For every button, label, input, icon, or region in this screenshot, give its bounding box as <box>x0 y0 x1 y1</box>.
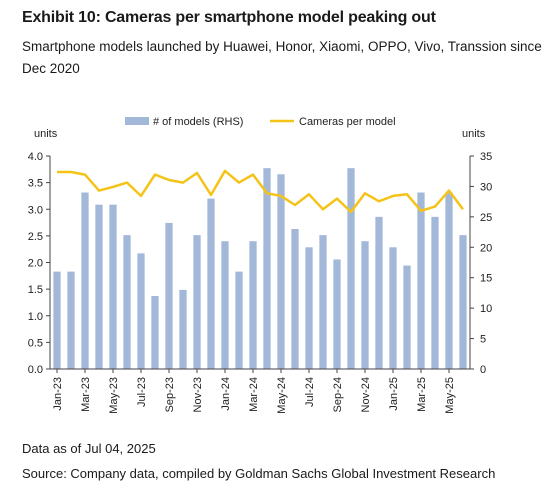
bar-Feb-23 <box>67 271 75 369</box>
y-right-tick-label: 30 <box>480 181 492 193</box>
source-note: Source: Company data, compiled by Goldma… <box>22 466 496 481</box>
bar-Mar-23 <box>81 192 89 369</box>
y-right-tick-label: 20 <box>480 242 492 254</box>
bar-Mar-25 <box>417 192 425 369</box>
x-tick-label: Sep-24 <box>332 377 344 412</box>
bar-Jun-23 <box>123 235 131 369</box>
x-tick-label: May-25 <box>444 377 456 414</box>
bar-May-23 <box>109 204 117 369</box>
bar-Jan-25 <box>389 247 397 369</box>
bar-Jun-25 <box>459 235 467 369</box>
y-left-tick-label: 2.0 <box>28 258 43 270</box>
chart-subtitle: Smartphone models launched by Huawei, Ho… <box>22 39 542 76</box>
legend-label-models: # of models (RHS) <box>153 116 243 128</box>
chart-title: Exhibit 10: Cameras per smartphone model… <box>22 9 436 26</box>
bar-Nov-23 <box>193 235 201 369</box>
y-left-axis-label: units <box>34 128 58 140</box>
legend: # of models (RHS) Cameras per model <box>125 116 396 128</box>
bar-Sep-23 <box>165 222 173 369</box>
y-left-tick-label: 0.0 <box>28 364 43 376</box>
y-left-tick-label: 4.0 <box>28 151 43 163</box>
bar-Jul-23 <box>137 253 145 369</box>
bar-Oct-23 <box>179 289 187 369</box>
bar-Jul-24 <box>305 247 313 369</box>
x-tick-label: Nov-23 <box>192 377 204 412</box>
line-cameras-per-model <box>57 169 465 214</box>
bar-Jun-24 <box>291 229 299 369</box>
bar-Jan-23 <box>53 271 61 369</box>
bar-Nov-24 <box>361 241 369 369</box>
y-right-tick-label: 25 <box>480 212 492 224</box>
data-date-note: Data as of Jul 04, 2025 <box>22 441 156 456</box>
y-right-tick-label: 15 <box>480 273 492 285</box>
bar-May-24 <box>277 174 285 369</box>
bar-Sep-24 <box>333 259 341 369</box>
bar-Apr-25 <box>431 216 439 369</box>
y-left-tick-label: 2.5 <box>28 231 43 243</box>
bar-Aug-23 <box>151 295 159 369</box>
x-tick-label: Nov-24 <box>360 377 372 412</box>
x-tick-label: May-24 <box>276 377 288 414</box>
y-left-tick-label: 1.0 <box>28 311 43 323</box>
bar-Feb-25 <box>403 265 411 369</box>
y-right-tick-label: 5 <box>480 334 486 346</box>
x-tick-label: Jan-23 <box>52 377 64 411</box>
x-tick-label: Jul-24 <box>304 377 316 407</box>
x-tick-label: Sep-23 <box>164 377 176 412</box>
x-tick-label: Jan-25 <box>388 377 400 411</box>
legend-swatch-models <box>125 117 149 125</box>
chart-area: # of models (RHS) Cameras per model unit… <box>28 116 493 414</box>
y-right-tick-label: 10 <box>480 303 492 315</box>
bar-Mar-24 <box>249 241 257 369</box>
x-tick-label: Mar-23 <box>80 377 92 412</box>
bar-Feb-24 <box>235 271 243 369</box>
x-tick-label: Jan-24 <box>220 377 232 411</box>
y-right-axis-label: units <box>462 128 486 140</box>
bar-Dec-23 <box>207 198 215 369</box>
bar-Dec-24 <box>375 216 383 369</box>
bar-Apr-24 <box>263 168 271 369</box>
y-left-tick-label: 3.0 <box>28 204 43 216</box>
y-left-tick-label: 0.5 <box>28 337 43 349</box>
bar-Oct-24 <box>347 168 355 369</box>
y-left-tick-label: 1.5 <box>28 284 43 296</box>
x-tick-label: Jul-23 <box>136 377 148 407</box>
y-left-tick-label: 3.5 <box>28 178 43 190</box>
bar-May-25 <box>445 192 453 369</box>
bar-Apr-23 <box>95 204 103 369</box>
x-tick-label: Mar-25 <box>416 377 428 412</box>
y-right-tick-label: 35 <box>480 151 492 163</box>
legend-label-cameras: Cameras per model <box>299 116 396 128</box>
bar-Aug-24 <box>319 235 327 369</box>
x-tick-label: May-23 <box>108 377 120 414</box>
x-tick-label: Mar-24 <box>248 377 260 412</box>
bar-Jan-24 <box>221 241 229 369</box>
y-right-tick-label: 0 <box>480 364 486 376</box>
